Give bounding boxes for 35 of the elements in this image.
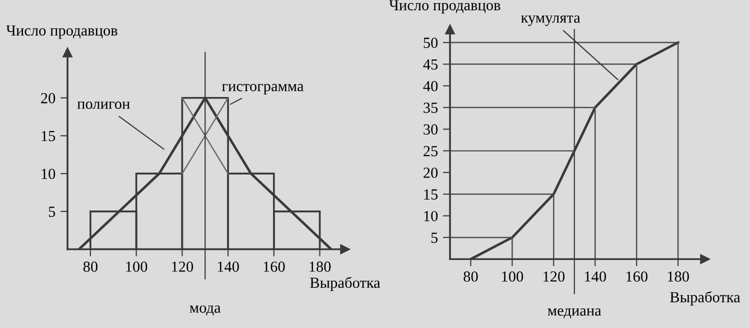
y-tick-label: 30 xyxy=(424,124,438,135)
y-tick-label: 15 xyxy=(42,130,56,142)
x-tick-label: 180 xyxy=(310,262,331,272)
x-tick-label: 140 xyxy=(218,262,239,272)
x-tick-label: 160 xyxy=(264,262,285,272)
annotation: полигон xyxy=(77,102,130,109)
x-tick-label: 100 xyxy=(126,262,148,272)
y-tick-label: 50 xyxy=(424,38,438,48)
y-tick-label: 5 xyxy=(431,232,438,243)
x-tick-label: 120 xyxy=(172,262,194,272)
y-tick-label: 45 xyxy=(423,59,438,70)
y-tick-label: 25 xyxy=(424,146,438,156)
x-tick-label: 80 xyxy=(464,271,478,282)
y-tick-label: 35 xyxy=(424,102,438,113)
x-tick-label: 180 xyxy=(668,271,689,282)
ref-line-label: медиана xyxy=(548,308,602,319)
x-tick-label: 100 xyxy=(502,271,524,282)
y-tick-label: 20 xyxy=(41,93,56,104)
y-axis-title: Число продавцов xyxy=(6,25,118,39)
x-axis-title: Выработка xyxy=(310,276,380,292)
y-tick-label: 20 xyxy=(424,168,438,178)
y-tick-label: 10 xyxy=(42,168,56,180)
y-tick-label: 5 xyxy=(48,206,56,217)
annotation: кумулята xyxy=(521,15,580,26)
annotation: гистограмма xyxy=(222,84,304,94)
ref-line-label: мода xyxy=(190,305,221,316)
y-axis-title: Число продавцов xyxy=(389,0,500,14)
x-tick-label: 140 xyxy=(585,271,606,282)
y-tick-label: 40 xyxy=(423,80,438,92)
x-tick-label: 160 xyxy=(626,271,648,282)
x-tick-label: 80 xyxy=(83,262,98,272)
y-tick-label: 10 xyxy=(424,210,438,222)
x-axis-title: Выработка xyxy=(670,291,740,306)
x-tick-label: 120 xyxy=(544,271,565,282)
y-tick-label: 15 xyxy=(424,189,438,200)
